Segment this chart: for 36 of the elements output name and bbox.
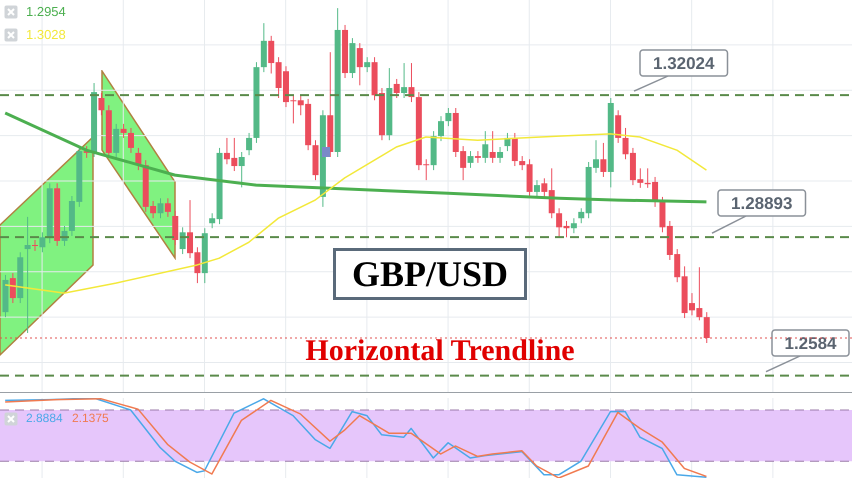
candlestick [570,218,577,234]
candlestick [534,180,540,198]
annotation: 2.8884 [26,411,63,425]
candlestick [438,116,444,142]
candlestick [32,240,38,252]
candlestick [10,272,16,304]
annotation: 2.1375 [72,411,109,425]
ref-line-label: 1.32024 [653,54,716,73]
candlestick [394,78,400,98]
ref-line-label: 1.28893 [731,194,792,213]
annotation: Horizontal Trendline [304,334,576,368]
candlestick [238,151,245,188]
candlestick [401,62,408,98]
candlestick [482,130,488,164]
candlestick [512,132,518,167]
candlestick [246,132,252,156]
candlestick [157,198,164,219]
candlestick [120,123,127,138]
text: GBP/USD [333,248,527,300]
candlestick [39,232,46,253]
candlestick [497,146,504,164]
candlestick [615,110,622,144]
candlestick [468,150,474,168]
candlestick [24,216,31,334]
candlestick [474,150,481,164]
candlestick [600,142,606,178]
candlestick [128,127,134,154]
annotation: 1.3028 [26,27,66,42]
annotation: 1.2954 [26,4,66,19]
candlestick [490,130,496,164]
candlestick [356,42,363,86]
ref-line-label: 1.2584 [784,334,838,353]
candlestick [164,198,171,218]
candlestick [98,92,104,116]
candlestick [364,56,370,73]
candlestick [445,107,452,127]
